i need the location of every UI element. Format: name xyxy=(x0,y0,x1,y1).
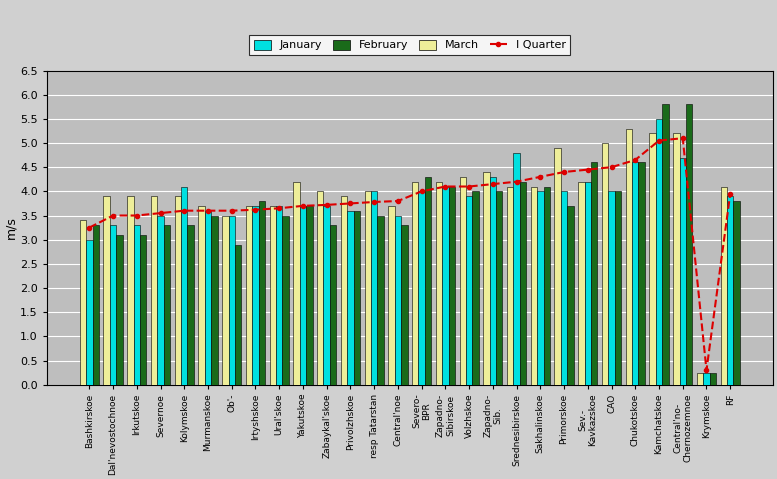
Bar xyxy=(419,191,425,385)
Bar xyxy=(697,373,703,385)
Bar xyxy=(388,206,395,385)
Bar xyxy=(80,220,86,385)
Bar xyxy=(425,177,431,385)
Bar xyxy=(164,225,170,385)
Bar xyxy=(317,191,323,385)
Bar xyxy=(330,225,336,385)
Bar xyxy=(103,196,110,385)
Bar xyxy=(378,216,384,385)
Bar xyxy=(625,128,632,385)
Bar xyxy=(151,196,158,385)
Y-axis label: m/s: m/s xyxy=(4,216,17,239)
Bar xyxy=(602,143,608,385)
Bar xyxy=(544,186,550,385)
Bar xyxy=(306,206,312,385)
Bar xyxy=(198,206,205,385)
Bar xyxy=(276,206,282,385)
Bar xyxy=(436,182,442,385)
Bar xyxy=(448,186,455,385)
Bar xyxy=(228,216,235,385)
Bar xyxy=(720,186,727,385)
Bar xyxy=(127,196,134,385)
Bar xyxy=(514,153,520,385)
Bar xyxy=(686,104,692,385)
Bar xyxy=(703,373,709,385)
Bar xyxy=(110,225,117,385)
Bar xyxy=(555,148,561,385)
Bar xyxy=(578,182,584,385)
Bar xyxy=(181,186,187,385)
Bar xyxy=(537,191,544,385)
Bar xyxy=(117,235,123,385)
Bar xyxy=(662,104,669,385)
Bar xyxy=(259,201,265,385)
Bar xyxy=(158,216,164,385)
Bar xyxy=(567,206,573,385)
Bar xyxy=(466,196,472,385)
Bar xyxy=(459,177,466,385)
Bar xyxy=(323,206,330,385)
Bar xyxy=(412,182,419,385)
Bar xyxy=(341,196,347,385)
Bar xyxy=(187,225,194,385)
Bar xyxy=(134,225,140,385)
Bar xyxy=(300,206,306,385)
Bar xyxy=(86,240,92,385)
Bar xyxy=(371,191,378,385)
Bar xyxy=(483,172,490,385)
Bar xyxy=(211,216,218,385)
Bar xyxy=(442,186,448,385)
Bar xyxy=(222,216,228,385)
Bar xyxy=(401,225,407,385)
Bar xyxy=(531,186,537,385)
Bar xyxy=(639,162,645,385)
Bar xyxy=(270,206,276,385)
Bar xyxy=(282,216,289,385)
Bar xyxy=(175,196,181,385)
Bar xyxy=(354,211,360,385)
Bar xyxy=(727,196,733,385)
Bar xyxy=(520,182,526,385)
Bar xyxy=(246,206,253,385)
Bar xyxy=(496,191,503,385)
Bar xyxy=(709,373,716,385)
Legend: January, February, March, I Quarter: January, February, March, I Quarter xyxy=(249,35,570,55)
Bar xyxy=(591,162,598,385)
Bar xyxy=(680,158,686,385)
Bar xyxy=(92,225,99,385)
Bar xyxy=(507,186,514,385)
Bar xyxy=(650,133,656,385)
Bar xyxy=(395,216,401,385)
Bar xyxy=(733,201,740,385)
Bar xyxy=(656,119,662,385)
Bar xyxy=(294,182,300,385)
Bar xyxy=(490,177,496,385)
Bar xyxy=(584,182,591,385)
Bar xyxy=(364,191,371,385)
Bar xyxy=(140,235,146,385)
Bar xyxy=(632,162,639,385)
Bar xyxy=(472,191,479,385)
Bar xyxy=(253,206,259,385)
Bar xyxy=(561,191,567,385)
Bar xyxy=(608,191,615,385)
Bar xyxy=(673,133,680,385)
Bar xyxy=(347,211,354,385)
Bar xyxy=(615,191,621,385)
Bar xyxy=(205,211,211,385)
Bar xyxy=(235,244,242,385)
